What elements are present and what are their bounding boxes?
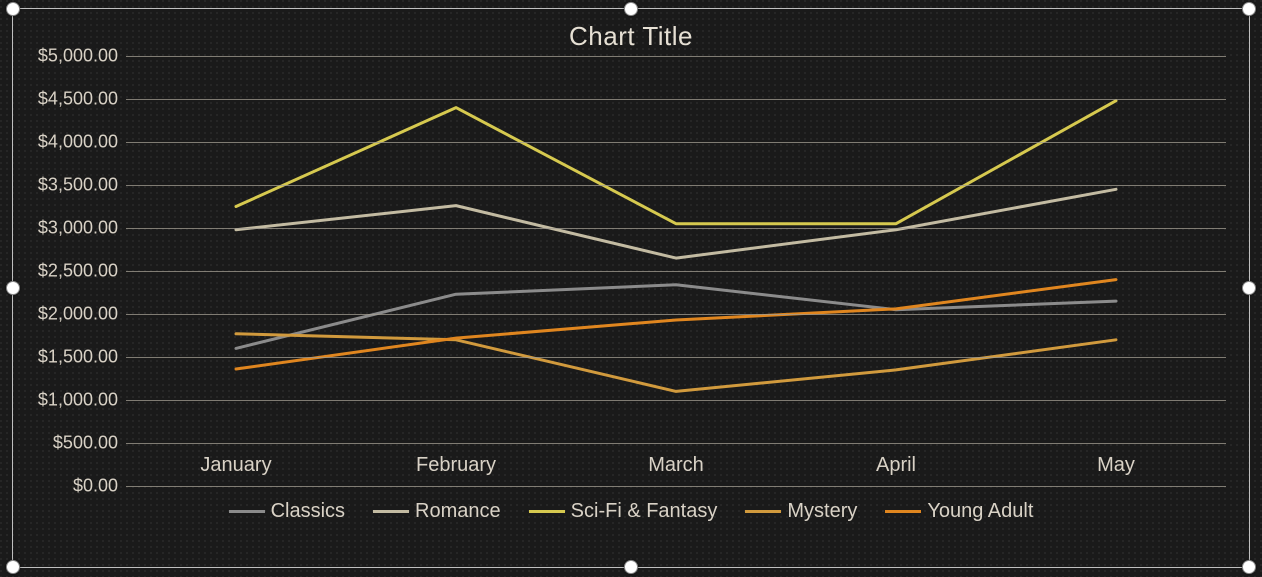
y-axis: $0.00$500.00$1,000.00$1,500.00$2,000.00$… (26, 56, 126, 486)
legend-item[interactable]: Mystery (745, 500, 857, 523)
plot-region: $0.00$500.00$1,000.00$1,500.00$2,000.00$… (26, 56, 1236, 486)
gridline (126, 443, 1226, 444)
legend-swatch-icon (229, 510, 265, 513)
y-tick-label: $1,000.00 (38, 390, 118, 411)
resize-handle-top-left[interactable] (6, 2, 20, 16)
plot-area (126, 56, 1226, 486)
legend-label: Mystery (787, 500, 857, 523)
legend-swatch-icon (745, 510, 781, 513)
gridline (126, 271, 1226, 272)
resize-handle-bottom-right[interactable] (1242, 560, 1256, 574)
legend-swatch-icon (885, 510, 921, 513)
gridline (126, 185, 1226, 186)
series-line[interactable] (236, 280, 1116, 369)
y-tick-label: $4,000.00 (38, 132, 118, 153)
series-line[interactable] (236, 334, 1116, 392)
series-line[interactable] (236, 101, 1116, 224)
y-tick-label: $5,000.00 (38, 46, 118, 67)
legend-label: Romance (415, 500, 501, 523)
gridline (126, 228, 1226, 229)
gridline (126, 56, 1226, 57)
legend[interactable]: Classics Romance Sci-Fi & Fantasy Mystery Yo… (26, 491, 1236, 531)
legend-label: Sci-Fi & Fantasy (571, 500, 718, 523)
chart-title[interactable]: Chart Title (26, 16, 1236, 56)
resize-handle-bottom-left[interactable] (6, 560, 20, 574)
gridline (126, 400, 1226, 401)
legend-item[interactable]: Classics (229, 500, 345, 523)
resize-handle-middle-right[interactable] (1242, 281, 1256, 295)
y-tick-label: $2,500.00 (38, 261, 118, 282)
gridline (126, 486, 1226, 487)
legend-swatch-icon (529, 510, 565, 513)
y-tick-label: $4,500.00 (38, 89, 118, 110)
gridline (126, 99, 1226, 100)
line-chart[interactable]: Chart Title $0.00$500.00$1,000.00$1,500.… (26, 16, 1236, 560)
resize-handle-top-center[interactable] (624, 2, 638, 16)
resize-handle-middle-left[interactable] (6, 281, 20, 295)
legend-swatch-icon (373, 510, 409, 513)
gridline (126, 142, 1226, 143)
legend-label: Young Adult (927, 500, 1033, 523)
y-tick-label: $3,000.00 (38, 218, 118, 239)
x-tick-label: January (200, 454, 271, 477)
resize-handle-top-right[interactable] (1242, 2, 1256, 16)
y-tick-label: $2,000.00 (38, 304, 118, 325)
x-tick-label: May (1097, 454, 1135, 477)
legend-item[interactable]: Sci-Fi & Fantasy (529, 500, 718, 523)
x-tick-label: February (416, 454, 496, 477)
gridline (126, 357, 1226, 358)
y-tick-label: $1,500.00 (38, 347, 118, 368)
legend-item[interactable]: Romance (373, 500, 501, 523)
legend-label: Classics (271, 500, 345, 523)
x-tick-label: April (876, 454, 916, 477)
x-axis: January February March April May (126, 446, 1226, 486)
y-tick-label: $500.00 (53, 433, 118, 454)
legend-item[interactable]: Young Adult (885, 500, 1033, 523)
gridline (126, 314, 1226, 315)
y-tick-label: $3,500.00 (38, 175, 118, 196)
x-tick-label: March (648, 454, 704, 477)
resize-handle-bottom-center[interactable] (624, 560, 638, 574)
